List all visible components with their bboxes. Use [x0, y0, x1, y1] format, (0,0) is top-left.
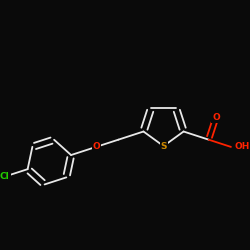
Text: O: O — [212, 113, 220, 122]
Text: OH: OH — [234, 142, 250, 152]
Text: O: O — [92, 142, 100, 152]
Text: S: S — [160, 142, 167, 150]
Text: Cl: Cl — [0, 172, 9, 181]
